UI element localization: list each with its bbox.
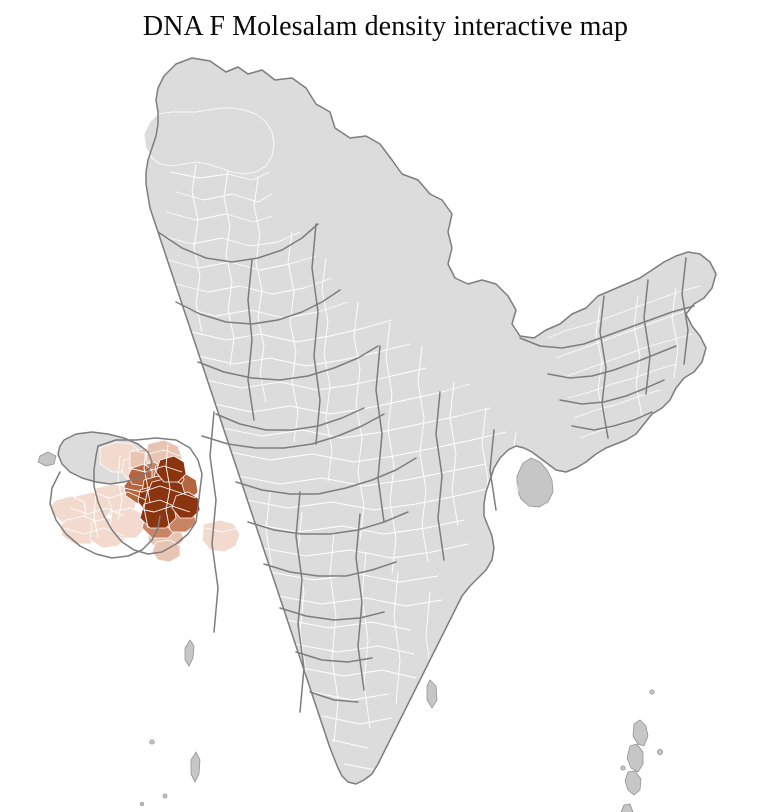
island-dot-1 [649, 689, 655, 695]
islands-layer [139, 689, 663, 812]
kerala-coast-sliver [190, 751, 201, 783]
district-border-lines [161, 163, 707, 771]
page-title: DNA F Molesalam density interactive map [142, 11, 629, 42]
north-kashmir [143, 107, 275, 175]
island-little-andaman [620, 803, 634, 812]
island-north-andaman [632, 719, 649, 747]
island-south-andaman [624, 770, 642, 796]
district-chhotaudepur[interactable] [171, 491, 201, 519]
east-coast-sliver [426, 679, 438, 709]
western-islet-1 [37, 451, 57, 467]
district-nandurbar[interactable] [201, 519, 241, 553]
india-choropleth-map[interactable] [0, 52, 771, 812]
base-districts-layer [37, 57, 717, 785]
konkan-coast-sliver [184, 639, 195, 667]
state-boundary-lines [49, 57, 717, 785]
island-dot-3 [620, 765, 626, 771]
island-lakshadweep-1 [149, 739, 155, 745]
map-svg[interactable] [0, 52, 771, 812]
island-lakshadweep-3 [139, 801, 145, 807]
island-middle-andaman [626, 743, 644, 773]
island-dot-2 [657, 749, 663, 755]
sundarbans-delta [516, 457, 554, 508]
district-dahod-core[interactable] [155, 455, 187, 483]
island-lakshadweep-2 [162, 793, 168, 799]
